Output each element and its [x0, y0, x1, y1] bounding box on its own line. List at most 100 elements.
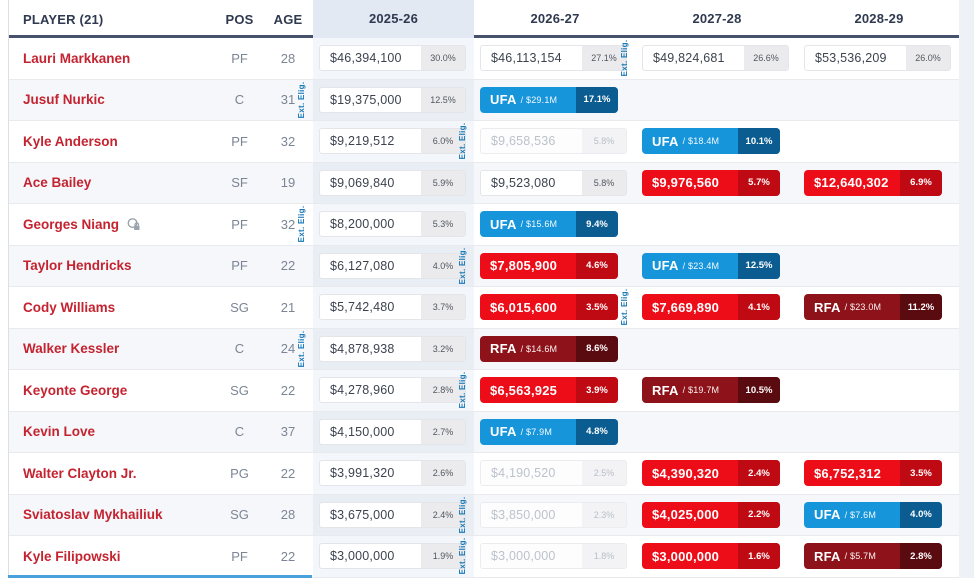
team-option-salary-badge[interactable]: $12,640,302 6.9% [804, 169, 942, 196]
season-cell [636, 80, 798, 121]
season-cell [636, 412, 798, 453]
rfa-badge[interactable]: RFA / $23.0M 11.2% [804, 294, 942, 321]
salary-box[interactable]: $46,113,154 27.1% [480, 45, 627, 72]
projected-amount: / $15.6M [520, 219, 558, 230]
player-cell: Walter Clayton Jr. [9, 453, 216, 494]
header-season-2025-26[interactable]: 2025-26 [313, 0, 474, 38]
player-name-link[interactable]: Sviatoslav Mykhailiuk [23, 507, 163, 523]
player-name-link[interactable]: Taylor Hendricks [23, 258, 132, 274]
salary-box[interactable]: $9,219,512 6.0% [319, 128, 466, 155]
team-option-salary-badge[interactable]: $7,669,890 4.1% [642, 294, 780, 321]
cap-percentage: 6.9% [900, 169, 942, 196]
cap-percentage: 8.6% [576, 335, 618, 362]
player-name-link[interactable]: Keyonte George [23, 382, 128, 398]
salary-box[interactable]: $5,742,480 3.7% [319, 294, 466, 321]
salary-box[interactable]: $3,000,000 1.8% [480, 543, 627, 570]
season-cell: $3,000,000 1.9% [313, 536, 474, 577]
salary-box[interactable]: $49,824,681 26.6% [642, 45, 789, 72]
salary-value: $9,219,512 [330, 134, 395, 149]
player-name-link[interactable]: Cody Williams [23, 299, 116, 315]
salary-box[interactable]: $8,200,000 5.3% [319, 211, 466, 238]
season-cell: $6,015,600 3.5% [474, 287, 636, 328]
rfa-badge[interactable]: RFA / $5.7M 2.8% [804, 543, 942, 570]
salary-value: $9,069,840 [330, 175, 395, 190]
salary-box[interactable]: $53,536,209 26.0% [804, 45, 951, 72]
cap-percentage: 2.5% [582, 461, 626, 486]
cap-percentage: 10.5% [738, 377, 780, 404]
header-season-2028-29[interactable]: 2028-29 [854, 11, 904, 26]
player-name-link[interactable]: Lauri Markkanen [23, 50, 131, 66]
salary-box[interactable]: $4,190,520 2.5% [480, 460, 627, 487]
player-cell: Cody Williams [9, 287, 216, 328]
salary-box[interactable]: $4,878,938 3.2% [319, 335, 466, 362]
player-name-link[interactable]: Georges Niang [23, 216, 120, 232]
player-name-link[interactable]: Ace Bailey [23, 175, 92, 191]
header-season-2026-27[interactable]: 2026-27 [530, 11, 580, 26]
cap-percentage: 2.7% [421, 419, 465, 444]
cap-percentage: 4.8% [576, 418, 618, 445]
player-name-link[interactable]: Kyle Filipowski [23, 548, 121, 564]
player-name-link[interactable]: Walker Kessler [23, 341, 120, 357]
cap-percentage: 17.1% [576, 86, 618, 113]
team-option-salary-badge[interactable]: $7,805,900 4.6% [480, 252, 618, 279]
extension-eligible-label: Ext. Elig. [620, 39, 629, 77]
position-value: PF [231, 216, 248, 232]
salary-box[interactable]: $3,000,000 1.9% [319, 543, 466, 570]
cap-percentage: 1.8% [582, 544, 626, 569]
salary-box[interactable]: $6,127,080 4.0% [319, 252, 466, 279]
team-option-salary-badge[interactable]: $4,025,000 2.2% [642, 501, 780, 528]
header-player[interactable]: PLAYER (21) [23, 11, 104, 27]
salary-value: $4,278,960 [330, 383, 395, 398]
team-option-salary-badge[interactable]: $3,000,000 1.6% [642, 543, 780, 570]
salary-box[interactable]: $4,278,960 2.8% [319, 377, 466, 404]
salary-box[interactable]: $4,150,000 2.7% [319, 418, 466, 445]
team-option-salary-badge[interactable]: $6,015,600 3.5% [480, 294, 618, 321]
team-option-salary-badge[interactable]: $6,563,925 3.9% [480, 377, 618, 404]
salary-value: $6,563,925 [490, 382, 558, 398]
team-option-salary-badge[interactable]: $4,390,320 2.4% [642, 460, 780, 487]
projected-amount: / $29.1M [520, 94, 558, 105]
salary-box[interactable]: $9,658,536 5.8% [480, 128, 627, 155]
extension-eligible-label: Ext. Elig. [458, 371, 467, 409]
salary-box[interactable]: $46,394,100 30.0% [319, 45, 466, 72]
player-name-link[interactable]: Kyle Anderson [23, 133, 118, 149]
player-cell: Jusuf Nurkic [9, 80, 216, 121]
ufa-badge[interactable]: UFA / $29.1M 17.1% [480, 86, 618, 113]
salary-box[interactable]: $3,850,000 2.3% [480, 501, 627, 528]
team-option-salary-badge[interactable]: $6,752,312 3.5% [804, 460, 942, 487]
position-value: SF [231, 175, 248, 191]
header-age[interactable]: AGE [273, 11, 303, 27]
season-cell: Ext. Elig. $3,000,000 1.8% [458, 536, 636, 577]
ufa-badge[interactable]: UFA / $15.6M 9.4% [480, 211, 618, 238]
salary-box[interactable]: $3,675,000 2.4% [319, 501, 466, 528]
trade-lock-icon [126, 217, 141, 232]
table-row: Ace Bailey SF 19 $9,069,840 5.9% $9,523,080 5.… [9, 162, 959, 204]
salary-box[interactable]: $19,375,000 12.5% [319, 86, 466, 113]
salary-value: $4,878,938 [330, 341, 395, 356]
cap-percentage: 5.9% [421, 170, 465, 195]
ufa-badge[interactable]: UFA / $23.4M 12.5% [642, 252, 780, 279]
projected-amount: / $14.6M [520, 343, 558, 354]
rfa-badge[interactable]: RFA / $14.6M 8.6% [480, 335, 618, 362]
rfa-badge[interactable]: RFA / $19.7M 10.5% [642, 377, 780, 404]
ufa-badge[interactable]: UFA / $7.6M 4.0% [804, 501, 942, 528]
horizontal-scrollbar-thumb[interactable] [8, 575, 312, 578]
player-name-link[interactable]: Walter Clayton Jr. [23, 465, 137, 481]
position-value: PF [231, 50, 248, 66]
salary-value: $7,805,900 [490, 258, 558, 274]
salary-box[interactable]: $9,523,080 5.8% [480, 169, 627, 196]
salary-box[interactable]: $9,069,840 5.9% [319, 169, 466, 196]
player-name-link[interactable]: Jusuf Nurkic [23, 92, 105, 108]
free-agency-label: UFA / $29.1M [490, 92, 558, 108]
cap-percentage: 12.5% [421, 87, 465, 112]
salary-value: $46,394,100 [330, 51, 402, 66]
header-season-2027-28[interactable]: 2027-28 [692, 11, 742, 26]
team-option-salary-badge[interactable]: $9,976,560 5.7% [642, 169, 780, 196]
table-row: Georges Niang PF 32 Ext. Elig. $8,200,000 5.3… [9, 204, 959, 246]
player-name-link[interactable]: Kevin Love [23, 424, 96, 440]
ufa-badge[interactable]: UFA / $7.9M 4.8% [480, 418, 618, 445]
projected-amount: / $7.9M [520, 426, 553, 437]
header-pos[interactable]: POS [225, 11, 254, 27]
ufa-badge[interactable]: UFA / $18.4M 10.1% [642, 128, 780, 155]
salary-box[interactable]: $3,991,320 2.6% [319, 460, 466, 487]
